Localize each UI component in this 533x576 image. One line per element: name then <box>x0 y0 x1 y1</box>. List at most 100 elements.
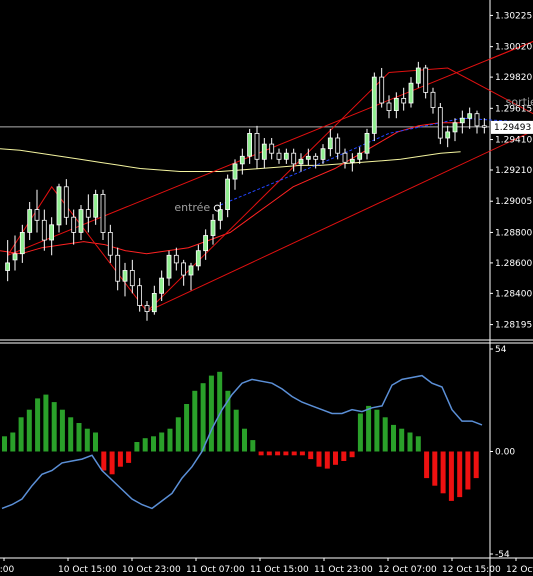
histogram-bar <box>10 432 16 452</box>
candle-body <box>159 277 165 294</box>
histogram-bar <box>242 428 247 452</box>
histogram-bar <box>424 451 430 479</box>
candle-body <box>430 91 436 108</box>
time-tick-label: 11 Oct 07:00 <box>186 565 245 575</box>
candle-body <box>19 231 25 255</box>
candle-body <box>269 143 275 154</box>
candle-body <box>349 158 355 163</box>
histogram-bar <box>26 409 32 452</box>
channel-line <box>7 41 533 256</box>
osc-tick-label: 54 <box>495 345 507 355</box>
time-tick-label: 12 Oct 07:00 <box>378 565 437 575</box>
candle-body <box>254 132 260 160</box>
candle-body <box>445 131 451 139</box>
histogram-bar <box>175 417 181 452</box>
price-tick-label: 1.28800 <box>495 228 532 238</box>
histogram-bar <box>275 451 281 456</box>
candle-body <box>276 152 282 160</box>
candle-body <box>203 235 209 252</box>
price-tick-label: 1.30020 <box>495 43 532 53</box>
candle-body <box>283 152 289 160</box>
histogram-bar <box>76 423 82 452</box>
current-price-marker: 1.29493 <box>491 120 533 134</box>
oscillator-line <box>1 374 483 510</box>
candle-body <box>5 262 10 271</box>
histogram-bar <box>200 383 206 452</box>
candle-body <box>452 122 458 133</box>
candle-body <box>188 265 194 276</box>
candle-body <box>225 178 231 211</box>
time-tick-label: 7:00 <box>0 565 14 575</box>
candle-body <box>393 98 399 112</box>
histogram-bar <box>283 451 289 456</box>
histogram-bar <box>349 451 355 458</box>
price-tick-label: 1.29210 <box>495 166 532 176</box>
candle-body <box>217 209 223 221</box>
histogram-bar <box>184 404 190 452</box>
candle-body <box>115 254 121 282</box>
histogram-bar <box>68 417 74 452</box>
candle-body <box>78 209 84 233</box>
histogram-bar <box>291 451 297 456</box>
histogram-bar <box>126 451 132 463</box>
histogram-bar <box>333 451 338 465</box>
histogram-bar <box>341 451 347 461</box>
histogram-bar <box>18 417 24 452</box>
candle-body <box>401 98 407 104</box>
candle-body <box>27 209 33 233</box>
price-tick-label: 1.30225 <box>495 11 532 21</box>
histogram-bar <box>35 398 41 452</box>
osc-tick-label: 0.00 <box>495 448 515 458</box>
candle-body <box>364 132 370 154</box>
histogram-bar <box>101 451 107 471</box>
histogram-bar <box>159 432 165 452</box>
candle-body <box>239 155 245 165</box>
candle-body <box>313 155 319 160</box>
histogram-bar <box>457 451 463 498</box>
histogram-bar <box>151 436 156 452</box>
histogram-bar <box>43 394 49 452</box>
histogram-bar <box>2 436 7 452</box>
candle-body <box>100 193 106 233</box>
histogram-bar <box>391 424 396 452</box>
candle-body <box>261 143 267 160</box>
histogram-bar <box>324 451 330 469</box>
price-tick-label: 1.29820 <box>495 73 532 83</box>
time-tick-label: 11 Oct 15:00 <box>250 565 309 575</box>
osc-tick-label: -54 <box>495 550 510 560</box>
candle-body <box>379 76 385 104</box>
histogram-bar <box>473 451 479 479</box>
histogram-bar <box>225 390 231 452</box>
candle-body <box>408 82 414 104</box>
candle-body <box>335 137 341 154</box>
candle-body <box>166 254 172 279</box>
histogram-bar <box>208 375 214 452</box>
candle-body <box>151 292 157 313</box>
time-axis: 7:00 10 Oct 15:00 10 Oct 23:00 11 Oct 07:00… <box>0 558 533 575</box>
candle-body <box>327 137 333 150</box>
time-tick-label: 11 Oct 23:00 <box>314 565 373 575</box>
candle-body <box>181 262 187 276</box>
histogram-bar <box>93 432 98 452</box>
candle-body <box>357 152 363 160</box>
candle-body <box>49 224 54 241</box>
entry-marker <box>213 204 221 212</box>
oscillator-panel <box>0 371 533 559</box>
price-tick-label: 1.29615 <box>495 104 532 114</box>
candle-body <box>12 253 18 261</box>
channel-line <box>146 130 533 313</box>
candle-body <box>305 155 311 160</box>
trend-dashed-line <box>220 117 533 206</box>
histogram-bar <box>432 451 438 486</box>
price-axis: 1.30225 1.30020 1.29820 1.29615 1.29410 1.292… <box>490 11 532 331</box>
histogram-bar <box>134 442 140 452</box>
price-tick-label: 1.28195 <box>495 321 532 331</box>
histogram-bar <box>217 371 223 452</box>
candle-body <box>34 209 40 221</box>
candle-body <box>415 67 421 84</box>
histogram-bar <box>250 440 256 452</box>
histogram-bar <box>308 451 314 460</box>
candle-body <box>386 102 392 111</box>
current-price-box <box>491 120 533 134</box>
histogram-bar <box>51 402 57 452</box>
